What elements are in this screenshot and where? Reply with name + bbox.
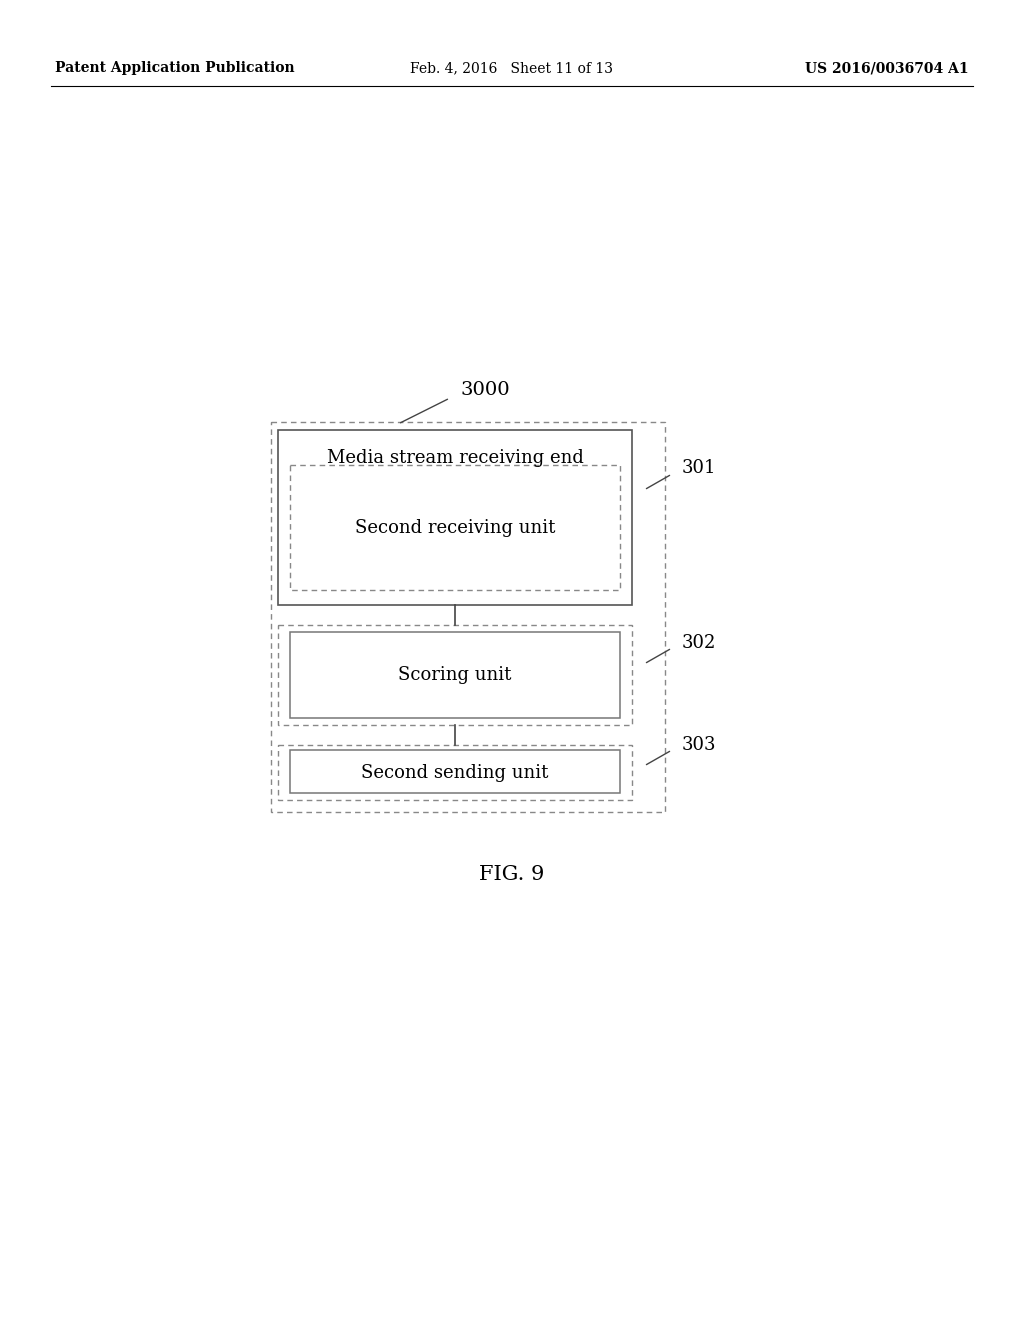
Bar — [271, 422, 665, 812]
Text: 302: 302 — [682, 634, 717, 652]
Text: Patent Application Publication: Patent Application Publication — [55, 61, 295, 75]
Text: 301: 301 — [682, 459, 717, 477]
Text: 303: 303 — [682, 737, 717, 754]
Bar — [278, 744, 632, 800]
Bar — [290, 465, 620, 590]
Text: FIG. 9: FIG. 9 — [479, 866, 545, 884]
Bar — [290, 632, 620, 718]
Bar — [278, 624, 632, 725]
Text: US 2016/0036704 A1: US 2016/0036704 A1 — [805, 61, 969, 75]
Text: Scoring unit: Scoring unit — [398, 667, 512, 684]
Text: Second receiving unit: Second receiving unit — [354, 519, 555, 537]
Bar — [290, 750, 620, 793]
Text: Media stream receiving end: Media stream receiving end — [327, 449, 584, 467]
Bar — [278, 430, 632, 605]
Text: 3000: 3000 — [460, 381, 510, 399]
Text: Second sending unit: Second sending unit — [361, 764, 549, 781]
Text: Feb. 4, 2016   Sheet 11 of 13: Feb. 4, 2016 Sheet 11 of 13 — [411, 61, 613, 75]
